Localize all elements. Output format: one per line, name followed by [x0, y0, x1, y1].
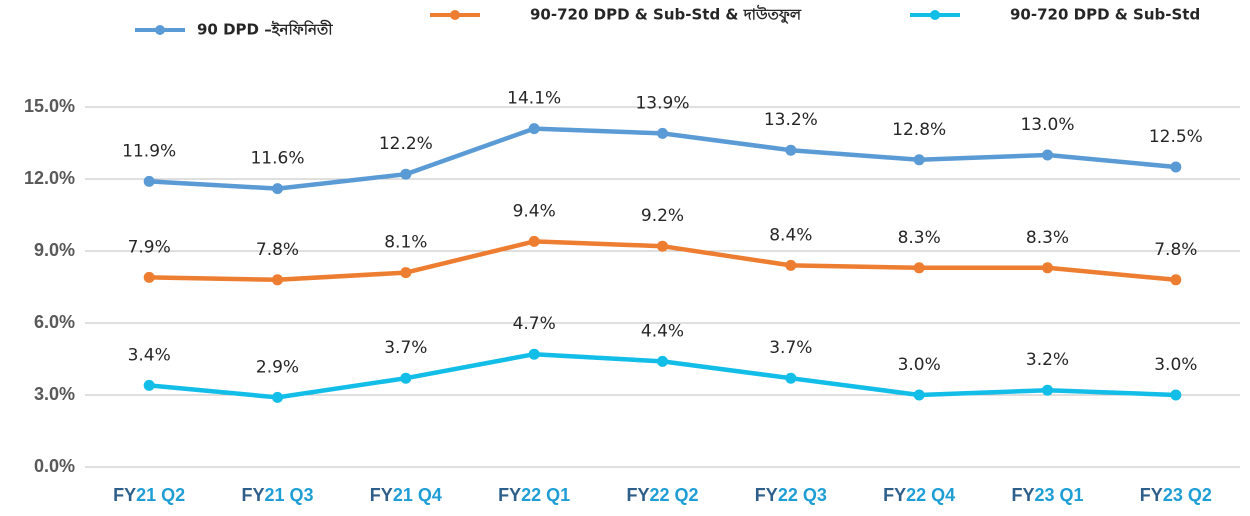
x-tick-label: FY21 Q4 — [370, 485, 442, 505]
data-label: 11.9% — [122, 141, 176, 161]
point — [657, 127, 668, 139]
data-label: 4.4% — [641, 321, 684, 341]
x-tick-label: FY22 Q1 — [498, 485, 570, 505]
data-label: 12.8% — [892, 120, 946, 140]
point — [785, 372, 797, 384]
point — [913, 154, 925, 166]
x-tick-label: FY23 Q2 — [1140, 485, 1212, 505]
point — [400, 168, 412, 180]
data-label: 13.9% — [635, 93, 689, 113]
point — [400, 267, 412, 279]
data-label: 13.0% — [1020, 115, 1074, 135]
x-tick-label: FY22 Q3 — [755, 485, 827, 505]
data-label: 3.7% — [384, 338, 427, 358]
legend-label: 90-720 DPD & Sub-Std & দাউতফুল — [530, 5, 802, 25]
data-label: 9.2% — [641, 206, 684, 226]
x-tick-label: FY22 Q2 — [626, 485, 698, 505]
point — [657, 355, 668, 367]
point — [1042, 262, 1053, 274]
x-tick-label: FY22 Q4 — [883, 485, 955, 505]
x-tick-label: FY21 Q2 — [113, 485, 185, 505]
data-label: 14.1% — [507, 89, 561, 109]
point — [785, 144, 797, 156]
data-label: 8.3% — [898, 228, 941, 248]
data-label: 7.8% — [256, 240, 299, 260]
point — [143, 175, 155, 187]
data-label: 8.4% — [769, 225, 812, 245]
data-label: 7.9% — [128, 237, 171, 257]
data-label: 13.2% — [764, 110, 818, 130]
point — [528, 235, 540, 247]
point — [272, 274, 283, 286]
point — [528, 123, 540, 135]
data-label: 2.9% — [256, 357, 299, 377]
point — [272, 183, 283, 195]
y-tick-label: 6.0% — [34, 312, 75, 332]
x-tick-label: FY21 Q3 — [241, 485, 313, 505]
y-tick-label: 0.0% — [34, 456, 75, 476]
point — [1170, 274, 1182, 286]
legend-marker — [930, 10, 940, 20]
point — [657, 240, 668, 252]
data-label: 12.2% — [379, 134, 433, 154]
y-tick-label: 3.0% — [34, 384, 75, 404]
y-tick-label: 15.0% — [24, 96, 75, 116]
point — [1170, 389, 1182, 401]
point — [1042, 149, 1053, 161]
data-label: 3.0% — [1154, 355, 1197, 375]
point — [913, 389, 925, 401]
data-label: 12.5% — [1149, 127, 1203, 147]
legend-label: 90 DPD –ইনফিনিতী — [197, 20, 333, 39]
data-label: 3.4% — [128, 345, 171, 365]
point — [143, 271, 155, 283]
data-label: 7.8% — [1154, 240, 1197, 260]
data-label: 9.4% — [513, 201, 556, 221]
data-label: 3.0% — [898, 355, 941, 375]
point — [785, 259, 797, 271]
legend-marker — [155, 25, 165, 35]
point — [1170, 161, 1182, 173]
point — [272, 391, 283, 403]
data-label: 8.1% — [384, 233, 427, 253]
legend-label: 90-720 DPD & Sub-Std — [1010, 6, 1200, 24]
point — [913, 262, 925, 274]
y-tick-label: 9.0% — [34, 240, 75, 260]
point — [400, 372, 412, 384]
data-label: 3.7% — [769, 338, 812, 358]
point — [1042, 384, 1053, 396]
y-tick-label: 12.0% — [24, 168, 75, 188]
data-label: 3.2% — [1026, 350, 1069, 370]
x-tick-label: FY23 Q1 — [1011, 485, 1083, 505]
data-label: 11.6% — [250, 149, 304, 169]
legend-marker — [450, 10, 460, 20]
point — [143, 379, 155, 391]
data-label: 8.3% — [1026, 228, 1069, 248]
point — [528, 348, 540, 360]
data-label: 4.7% — [513, 314, 556, 334]
